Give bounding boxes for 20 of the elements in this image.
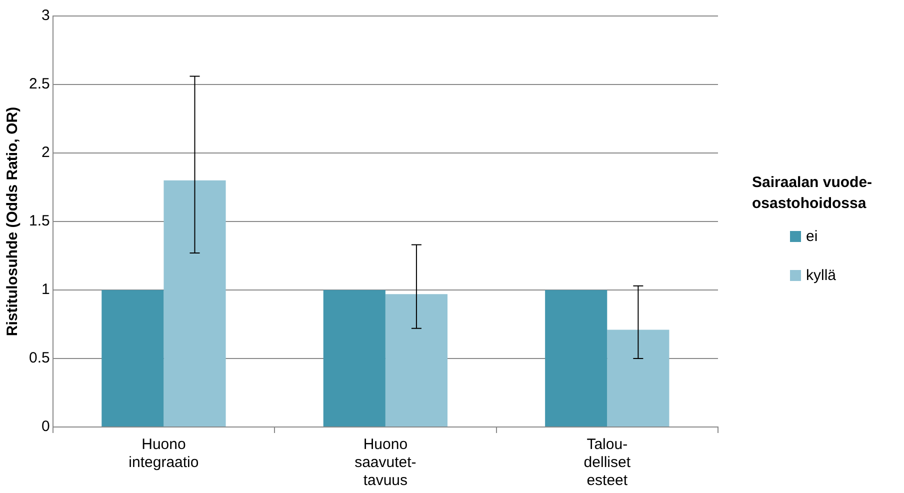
y-tick-label: 2.5	[28, 76, 50, 93]
bar	[164, 180, 226, 426]
y-tick-label: 1.5	[28, 212, 50, 230]
y-tick-label: 1	[42, 281, 50, 298]
legend-label: ei	[806, 228, 818, 245]
y-tick-label: 3	[42, 7, 50, 24]
legend-label: kyllä	[806, 267, 836, 284]
x-tick-label: Huono integraatio	[128, 436, 199, 472]
bar	[385, 294, 448, 426]
legend-title: Sairaalan vuode-osastohoidossa	[752, 173, 874, 214]
x-tick-label: Huono saavutet- tavuus	[354, 436, 416, 490]
x-tick-label: Talou- delliset esteet	[584, 436, 632, 490]
bar	[323, 290, 386, 426]
y-tick-label: 2	[42, 144, 50, 162]
bar	[102, 290, 164, 426]
y-tick-label: 0	[42, 418, 50, 436]
bar	[607, 330, 670, 426]
y-axis-title: Ristitulosuhde (Odds Ratio, OR)	[4, 106, 22, 336]
y-tick-label: 0.5	[28, 350, 50, 367]
bar	[545, 290, 608, 426]
